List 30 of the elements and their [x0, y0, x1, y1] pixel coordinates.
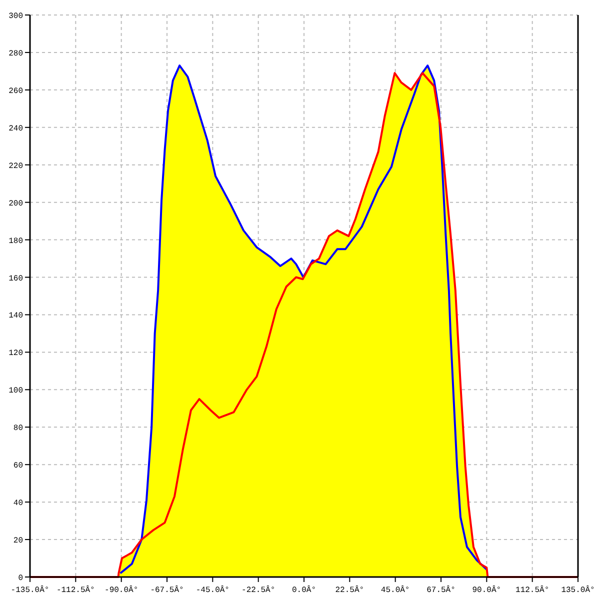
x-tick-label: -22.5Â°: [242, 585, 276, 595]
x-tick-label: 135.0Â°: [561, 585, 595, 595]
y-tick-label: 260: [8, 86, 24, 96]
y-tick-label: 140: [8, 312, 24, 321]
y-tick-label: 220: [8, 162, 24, 171]
x-tick-label: -67.5Â°: [150, 585, 184, 595]
x-tick-label: 22.5Â°: [335, 585, 364, 595]
y-tick-label: 80: [13, 424, 24, 434]
y-tick-label: 60: [13, 462, 24, 471]
y-tick-label: 160: [8, 274, 24, 284]
y-tick-label: 120: [8, 349, 24, 358]
y-tick-label: 280: [8, 49, 24, 58]
x-tick-label: -112.5Â°: [56, 585, 95, 595]
y-tick-label: 20: [13, 536, 24, 546]
x-tick-label: 67.5Â°: [426, 585, 456, 595]
x-tick-label: -45.0Â°: [196, 585, 230, 595]
x-tick-label: 112.5Â°: [516, 585, 550, 595]
y-tick-label: 300: [8, 12, 24, 21]
y-tick-label: 100: [8, 386, 24, 396]
x-tick-label: 90.0Â°: [472, 585, 502, 595]
x-tick-label: -90.0Â°: [104, 585, 138, 595]
x-tick-label: -135.0Â°: [10, 585, 50, 595]
y-tick-label: 200: [8, 199, 24, 208]
y-tick-label: 240: [8, 124, 24, 134]
x-tick-label: 0.0Â°: [292, 585, 316, 595]
line-series: [119, 64, 488, 574]
x-tick-label: 45.0Â°: [380, 585, 410, 595]
y-tick-label: 180: [8, 236, 24, 246]
y-tick-label: 0: [18, 574, 24, 583]
y-tick-label: 40: [13, 499, 24, 508]
